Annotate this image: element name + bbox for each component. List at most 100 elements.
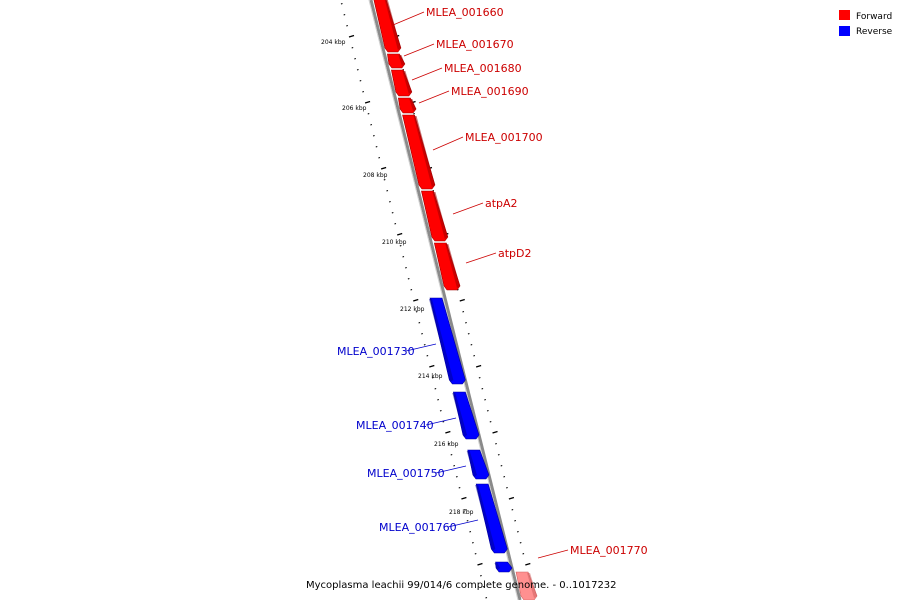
scale-tick-right [467,333,470,335]
scale-tick-left [343,14,346,16]
gene-feature-unlabeled[interactable] [495,561,513,573]
scale-tick-right [511,509,514,511]
genome-caption: Mycoplasma leachii 99/014/6 complete gen… [306,580,617,591]
scale-tick-left [415,311,418,313]
scale-tick-left [439,410,442,412]
gene-feature-mlea-001730[interactable] [429,297,466,385]
tick-label: 214 kbp [418,373,443,380]
scale-tick-left [426,355,429,357]
scale-tick-left [413,298,419,302]
scale-tick-left [442,421,445,423]
scale-tick-left [356,69,359,71]
scale-tick-left [485,597,488,599]
gene-label-mlea-001770[interactable]: MLEA_001770 [570,544,648,557]
gene-label-mlea-001740[interactable]: MLEA_001740 [356,419,434,432]
legend: Forward Reverse [839,10,893,37]
legend-reverse-swatch [839,26,850,36]
tick-label: 210 kbp [382,239,407,246]
scale-tick-right [462,311,465,313]
scale-tick-right [481,388,484,390]
scale-tick-right [470,344,473,346]
gene-feature-shading [409,99,417,111]
scale-tick-left [383,179,386,181]
scale-tick-right [489,421,492,423]
scale-tick-right [492,430,498,434]
gene-labels: MLEA_001660 MLEA_001670 MLEA_001680 MLEA… [337,6,648,557]
gene-label-mlea-001760[interactable]: MLEA_001760 [379,521,457,534]
gene-label-mlea-001680[interactable]: MLEA_001680 [444,62,522,75]
leader-line [411,67,443,81]
scale-tick-left [471,542,474,544]
gene-label-mlea-001670[interactable]: MLEA_001670 [436,38,514,51]
gene-feature-atpd2[interactable] [433,242,461,291]
scale-tick-right [484,399,486,401]
gene-feature-shading [475,485,496,551]
scale-tick-left [405,267,407,269]
gene-feature-shading [494,563,501,570]
gene-feature-mlea-001760[interactable] [475,483,508,554]
scale-tick-right [506,487,508,489]
scale-tick-left [437,399,439,401]
gene-label-mlea-001730[interactable]: MLEA_001730 [337,345,415,358]
scale-tick-left [399,245,402,247]
scale-tick-left [434,388,437,390]
scale-tick-left [458,487,461,489]
gene-feature-shading [466,451,477,477]
scale-tick-left [469,531,472,533]
gene-label-atpd2[interactable]: atpD2 [498,247,532,260]
gene-feature-mlea-001680[interactable] [391,69,413,97]
scale-tick-left [346,25,348,27]
scale-tick-left [418,322,421,324]
gene-feature-shading [429,299,454,382]
gene-feature-shading [402,71,412,94]
scale-tick-right [478,377,481,379]
scale-tick-right [514,520,517,522]
gene-feature-shading [398,55,405,66]
scale-tick-left [423,344,426,346]
scale-tick-left [370,124,373,126]
gene-feature-shading [445,244,461,288]
gene-label-mlea-001700[interactable]: MLEA_001700 [465,131,543,144]
gene-feature-atpa2[interactable] [421,190,449,242]
scale-tick-left [348,34,355,38]
scale-tick-right [519,542,522,544]
leader-line [425,417,457,426]
leader-line [403,43,435,57]
gene-feature-mlea-001740[interactable] [452,391,480,440]
scale-tick-right [497,454,500,456]
leader-line [537,549,569,559]
gene-label-atpa2[interactable]: atpA2 [485,197,518,210]
scale-tick-left [429,364,435,368]
gene-feature-shading [527,573,537,598]
legend-forward-swatch [839,10,850,20]
scale-tick-right [465,322,467,324]
scale-tick-right [508,496,515,500]
scale-tick-right [500,465,503,467]
gene-feature-shading [413,116,435,187]
gene-feature-mlea-001700[interactable] [402,114,436,190]
gene-feature-mlea-001770[interactable] [515,571,538,600]
scale-tick-left [386,190,389,192]
gene-feature-mlea-001660[interactable] [373,0,402,53]
scale-tick-left [359,80,362,82]
leader-line [432,136,464,151]
label-leader-lines [392,11,569,559]
legend-forward-label: Forward [856,12,892,22]
scale-tick-labels: 204 kbp 206 kbp 208 kbp 210 kbp 212 kbp … [321,39,474,516]
scale-tick-left [364,100,371,104]
scale-tick-left [351,47,354,49]
scale-tick-left [453,465,456,467]
genome-backbone [369,0,522,600]
scale-tick-left [455,476,458,478]
gene-label-mlea-001690[interactable]: MLEA_001690 [451,85,529,98]
gene-label-mlea-001660[interactable]: MLEA_001660 [426,6,504,19]
scale-tick-left [396,232,403,236]
scale-tick-left [340,3,343,5]
scale-tick-left [402,256,405,258]
scale-tick-left [463,509,466,511]
leader-line [405,343,437,352]
scale-tick-left [445,430,451,434]
gene-label-mlea-001750[interactable]: MLEA_001750 [367,467,445,480]
scale-tick-right [486,410,489,412]
